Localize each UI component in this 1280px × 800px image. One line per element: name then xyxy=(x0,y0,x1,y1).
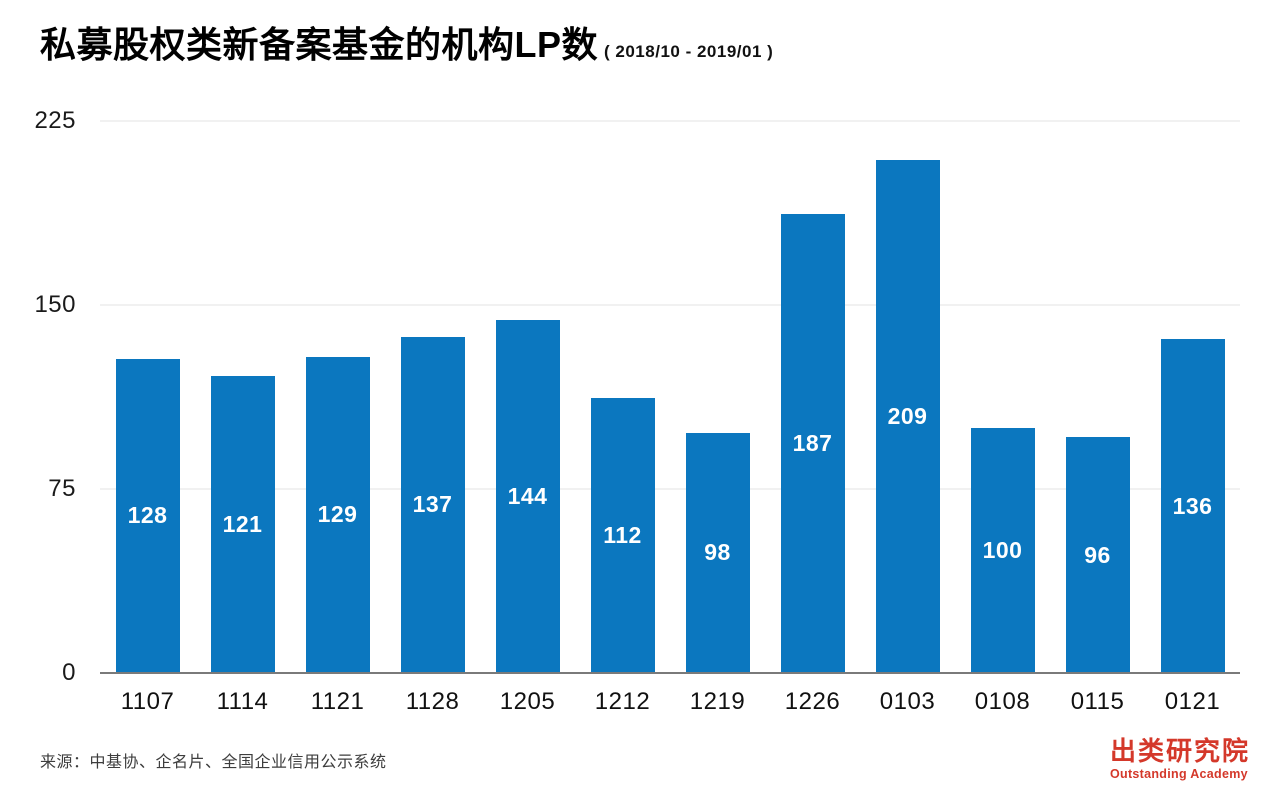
chart-title: 私募股权类新备案基金的机构LP数 xyxy=(40,24,599,65)
bar-value-label: 96 xyxy=(1084,541,1111,568)
bar-value-label: 100 xyxy=(982,536,1023,563)
bar-column: 187 xyxy=(765,121,860,673)
bar-1212: 112 xyxy=(590,398,655,673)
gridline xyxy=(100,120,1240,122)
bar-0103: 209 xyxy=(875,160,940,673)
bar-column: 96 xyxy=(1050,121,1145,673)
chart-header: 私募股权类新备案基金的机构LP数 ( 2018/10 - 2019/01 ) xyxy=(40,16,773,68)
x-tick-label: 1205 xyxy=(499,688,556,715)
y-axis: 0 75 150 225 xyxy=(0,107,76,686)
y-tick-label: 75 xyxy=(48,475,76,502)
gridline xyxy=(100,304,1240,306)
bar-0115: 96 xyxy=(1065,437,1130,673)
bar-1128: 137 xyxy=(400,336,465,673)
bar-1226: 187 xyxy=(780,214,845,673)
bar-value-label: 136 xyxy=(1172,492,1213,519)
bar-column: 98 xyxy=(670,121,765,673)
brand-logo: 出类研究院 Outstanding Academy xyxy=(1110,737,1250,781)
x-tick-label: 1226 xyxy=(784,688,841,715)
bar-value-label: 137 xyxy=(412,491,453,518)
x-tick-label: 1114 xyxy=(216,688,269,715)
bar-value-label: 129 xyxy=(317,501,358,528)
bar-column: 137 xyxy=(385,121,480,673)
bar-value-label: 121 xyxy=(222,511,263,538)
bar-0121: 136 xyxy=(1160,339,1225,673)
x-tick-label: 0121 xyxy=(1164,688,1221,715)
bar-1107: 128 xyxy=(115,358,180,673)
brand-logo-chinese: 出类研究院 xyxy=(1109,736,1250,766)
x-tick-label: 0108 xyxy=(974,688,1031,715)
bar-1219: 98 xyxy=(685,432,750,673)
brand-logo-english: Outstanding Academy xyxy=(1109,766,1248,781)
bar-column: 129 xyxy=(290,121,385,673)
bar-value-label: 209 xyxy=(887,403,928,430)
bar-column: 112 xyxy=(575,121,670,673)
chart-subtitle: ( 2018/10 - 2019/01 ) xyxy=(604,42,774,61)
bar-value-label: 112 xyxy=(603,522,642,549)
bar-column: 144 xyxy=(480,121,575,673)
y-tick-label: 225 xyxy=(34,107,76,134)
bar-column: 121 xyxy=(195,121,290,673)
x-tick-label: 1107 xyxy=(120,688,175,715)
x-axis: 1107 1114 1121 1128 1205 1212 1219 1226 0103 0108… xyxy=(100,688,1240,716)
bar-column: 100 xyxy=(955,121,1050,673)
source-note: 来源：中基协、企名片、全国企业信用公示系统 xyxy=(40,754,387,771)
bar-value-label: 98 xyxy=(704,539,731,566)
bar-0108: 100 xyxy=(970,427,1035,673)
bar-value-label: 187 xyxy=(792,430,833,457)
bars: 128 121 129 137 144 112 98 187 209 100 96 136 xyxy=(100,121,1240,673)
bar-column: 136 xyxy=(1145,121,1240,673)
x-tick-label: 1128 xyxy=(405,688,460,715)
x-tick-label: 1121 xyxy=(310,688,365,715)
bar-column: 128 xyxy=(100,121,195,673)
bar-value-label: 128 xyxy=(127,502,168,529)
x-axis-baseline xyxy=(100,672,1240,674)
x-tick-label: 0103 xyxy=(879,688,936,715)
y-tick-label: 150 xyxy=(34,291,76,318)
bar-value-label: 144 xyxy=(507,482,548,509)
x-tick-label: 1219 xyxy=(689,688,746,715)
plot-area: 128 121 129 137 144 112 98 187 209 100 96 136 xyxy=(100,120,1240,674)
bar-1114: 121 xyxy=(210,376,275,673)
bar-1121: 129 xyxy=(305,356,370,673)
bar-1205: 144 xyxy=(495,319,560,673)
x-tick-label: 0115 xyxy=(1070,688,1125,715)
y-tick-label: 0 xyxy=(62,659,76,686)
x-tick-label: 1212 xyxy=(594,688,651,715)
bar-column: 209 xyxy=(860,121,955,673)
gridline xyxy=(100,488,1240,490)
